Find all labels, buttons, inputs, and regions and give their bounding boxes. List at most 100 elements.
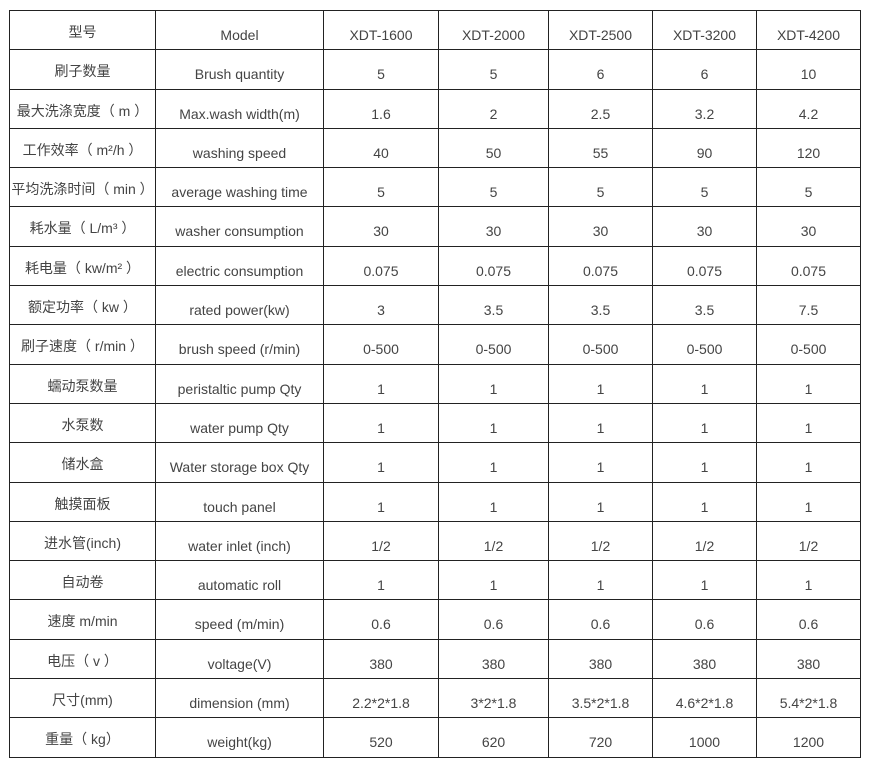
table-row: 电压（ v ） voltage(V) 380 380 380 380 380 — [9, 638, 861, 680]
value-cell: 1 — [548, 481, 653, 522]
value-cell: 0.6 — [756, 599, 861, 640]
value-cell: 3 — [323, 285, 439, 326]
row-label-cn: 耗电量（ kw/m² ） — [9, 245, 156, 287]
value-cell: 1 — [548, 402, 653, 444]
value-cell: 6 — [548, 49, 653, 90]
table-row: 额定功率（ kw ） rated power(kw) 3 3.5 3.5 3.5 7.5 — [9, 285, 861, 326]
value-cell: 0-500 — [756, 324, 861, 365]
table-row: 刷子速度（ r/min ） brush speed (r/min) 0-500 0-5… — [9, 324, 861, 365]
table-row: 耗水量（ L/m³ ） washer consumption 30 30 30 30 30 — [9, 206, 861, 247]
value-cell: 30 — [652, 206, 757, 247]
row-label-en: weight(kg) — [155, 717, 324, 758]
row-label-cn: 耗水量（ L/m³ ） — [9, 206, 156, 247]
value-cell: 1 — [323, 442, 439, 483]
table-row: 耗电量（ kw/m² ） electric consumption 0.075 0.0… — [9, 245, 861, 287]
value-cell: 1 — [548, 442, 653, 483]
value-cell: 1 — [323, 560, 439, 601]
value-cell: 2.5 — [548, 88, 653, 129]
row-label-cn: 重量（ kg） — [9, 717, 156, 758]
table-row: 工作效率（ m²/h ） washing speed 40 50 55 90 120 — [9, 127, 861, 169]
value-cell: 720 — [548, 717, 653, 758]
value-cell: 55 — [548, 127, 653, 169]
value-cell: 6 — [652, 49, 757, 90]
value-cell: 1.6 — [323, 88, 439, 129]
value-cell: 1 — [652, 481, 757, 522]
row-label-en: touch panel — [155, 481, 324, 522]
value-cell: 1200 — [756, 717, 861, 758]
header-en: Model — [155, 9, 324, 51]
row-label-cn: 触摸面板 — [9, 481, 156, 522]
value-cell: 5 — [756, 167, 861, 208]
value-cell: 3*2*1.8 — [438, 678, 549, 719]
table-row: 进水管(inch) water inlet (inch) 1/2 1/2 1/2 1/2 1… — [9, 520, 861, 562]
value-cell: 380 — [438, 638, 549, 680]
value-cell: 380 — [323, 638, 439, 680]
value-cell: 520 — [323, 717, 439, 758]
value-cell: 5 — [548, 167, 653, 208]
row-label-cn: 刷子速度（ r/min ） — [9, 324, 156, 365]
table-row: 蠕动泵数量 peristaltic pump Qty 1 1 1 1 1 — [9, 363, 861, 404]
value-cell: 0.6 — [438, 599, 549, 640]
row-label-cn: 速度 m/min — [9, 599, 156, 640]
value-cell: 1/2 — [548, 520, 653, 562]
value-cell: 3.5 — [438, 285, 549, 326]
row-label-en: electric consumption — [155, 245, 324, 287]
value-cell: 1 — [548, 363, 653, 404]
header-model: XDT-2000 — [438, 9, 549, 51]
value-cell: 1 — [652, 560, 757, 601]
value-cell: 5.4*2*1.8 — [756, 678, 861, 719]
row-label-cn: 蠕动泵数量 — [9, 363, 156, 404]
spec-table: 型号 Model XDT-1600 XDT-2000 XDT-2500 XDT-… — [9, 9, 861, 758]
row-label-en: rated power(kw) — [155, 285, 324, 326]
table-row: 自动卷 automatic roll 1 1 1 1 1 — [9, 560, 861, 601]
value-cell: 2.2*2*1.8 — [323, 678, 439, 719]
value-cell: 7.5 — [756, 285, 861, 326]
value-cell: 1 — [323, 481, 439, 522]
table-row: 刷子数量 Brush quantity 5 5 6 6 10 — [9, 49, 861, 90]
value-cell: 4.6*2*1.8 — [652, 678, 757, 719]
value-cell: 4.2 — [756, 88, 861, 129]
row-label-en: brush speed (r/min) — [155, 324, 324, 365]
value-cell: 0.6 — [323, 599, 439, 640]
value-cell: 3.2 — [652, 88, 757, 129]
value-cell: 30 — [548, 206, 653, 247]
value-cell: 1 — [756, 402, 861, 444]
row-label-en: Brush quantity — [155, 49, 324, 90]
value-cell: 3.5 — [652, 285, 757, 326]
value-cell: 5 — [323, 167, 439, 208]
table-row: 触摸面板 touch panel 1 1 1 1 1 — [9, 481, 861, 522]
value-cell: 3.5 — [548, 285, 653, 326]
value-cell: 5 — [323, 49, 439, 90]
value-cell: 10 — [756, 49, 861, 90]
row-label-cn: 电压（ v ） — [9, 638, 156, 680]
value-cell: 1 — [756, 363, 861, 404]
value-cell: 1 — [438, 442, 549, 483]
header-model: XDT-1600 — [323, 9, 439, 51]
row-label-cn: 最大洗涤宽度（ m ） — [9, 88, 156, 129]
value-cell: 90 — [652, 127, 757, 169]
row-label-en: water inlet (inch) — [155, 520, 324, 562]
value-cell: 0-500 — [323, 324, 439, 365]
row-label-en: dimension (mm) — [155, 678, 324, 719]
value-cell: 1 — [438, 402, 549, 444]
row-label-cn: 水泵数 — [9, 402, 156, 444]
value-cell: 3.5*2*1.8 — [548, 678, 653, 719]
row-label-cn: 储水盒 — [9, 442, 156, 483]
value-cell: 0.075 — [438, 245, 549, 287]
row-label-en: speed (m/min) — [155, 599, 324, 640]
row-label-en: washer consumption — [155, 206, 324, 247]
value-cell: 380 — [756, 638, 861, 680]
value-cell: 5 — [438, 49, 549, 90]
header-model: XDT-4200 — [756, 9, 861, 51]
value-cell: 1 — [756, 481, 861, 522]
value-cell: 120 — [756, 127, 861, 169]
row-label-en: automatic roll — [155, 560, 324, 601]
value-cell: 1/2 — [438, 520, 549, 562]
value-cell: 620 — [438, 717, 549, 758]
value-cell: 0-500 — [438, 324, 549, 365]
table-row: 最大洗涤宽度（ m ） Max.wash width(m) 1.6 2 2.5 3.2 4.… — [9, 88, 861, 129]
value-cell: 1 — [438, 560, 549, 601]
table-row: 速度 m/min speed (m/min) 0.6 0.6 0.6 0.6 0.6 — [9, 599, 861, 640]
row-label-en: Max.wash width(m) — [155, 88, 324, 129]
value-cell: 380 — [652, 638, 757, 680]
